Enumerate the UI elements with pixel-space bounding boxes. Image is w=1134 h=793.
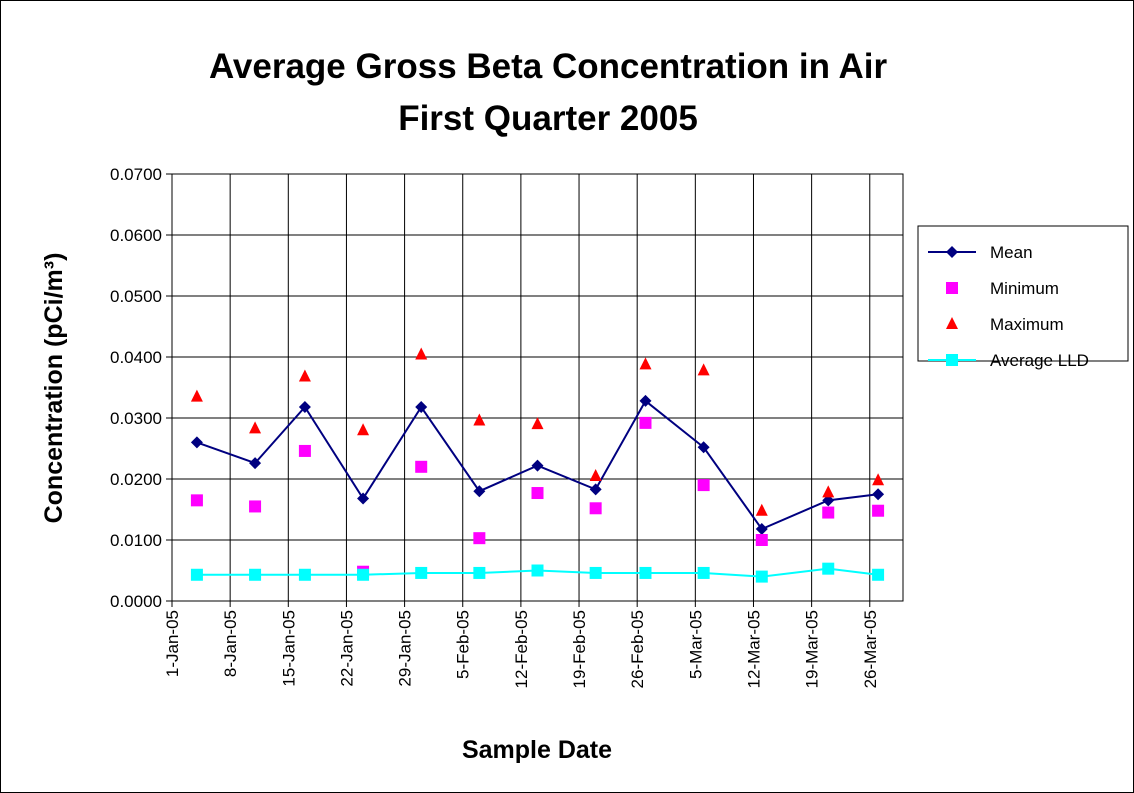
data-point bbox=[639, 394, 652, 407]
data-point bbox=[755, 523, 768, 536]
data-point bbox=[755, 503, 768, 516]
data-point bbox=[639, 416, 652, 429]
legend-marker bbox=[946, 282, 958, 294]
legend-marker bbox=[946, 246, 958, 258]
data-point bbox=[473, 532, 486, 545]
x-tick-label: 19-Mar-05 bbox=[803, 610, 822, 688]
data-point bbox=[298, 369, 311, 382]
data-point bbox=[531, 459, 544, 472]
x-tick-label: 1-Jan-05 bbox=[163, 610, 182, 677]
data-point bbox=[531, 417, 544, 430]
legend-label: Average LLD bbox=[990, 351, 1089, 370]
data-point bbox=[697, 363, 710, 376]
data-point bbox=[190, 568, 203, 581]
data-point bbox=[697, 441, 710, 454]
data-point bbox=[249, 568, 262, 581]
legend-label: Minimum bbox=[990, 279, 1059, 298]
x-tick-label: 22-Jan-05 bbox=[337, 610, 356, 687]
x-tick-label: 5-Mar-05 bbox=[686, 610, 705, 679]
x-tick-label: 15-Jan-05 bbox=[279, 610, 298, 687]
data-point bbox=[755, 534, 768, 546]
data-point bbox=[357, 423, 370, 436]
data-point bbox=[639, 357, 652, 370]
x-tick-label: 12-Mar-05 bbox=[744, 610, 763, 688]
y-tick-label: 0.0300 bbox=[110, 409, 162, 428]
x-tick-label: 12-Feb-05 bbox=[512, 610, 531, 688]
data-point bbox=[298, 444, 311, 457]
data-point bbox=[822, 506, 835, 519]
data-point bbox=[872, 568, 885, 581]
y-tick-label: 0.0100 bbox=[110, 531, 162, 550]
data-point bbox=[415, 460, 428, 473]
data-point bbox=[249, 421, 262, 434]
data-point bbox=[639, 566, 652, 579]
data-point bbox=[415, 401, 428, 414]
chart-subtitle: First Quarter 2005 bbox=[398, 99, 698, 138]
data-point bbox=[822, 562, 835, 575]
data-point bbox=[872, 504, 885, 517]
data-point bbox=[531, 564, 544, 577]
y-tick-label: 0.0700 bbox=[110, 165, 162, 184]
data-point bbox=[589, 566, 602, 579]
data-point bbox=[249, 500, 262, 513]
data-point bbox=[190, 389, 203, 402]
y-tick-label: 0.0400 bbox=[110, 348, 162, 367]
data-point bbox=[298, 401, 311, 414]
data-point bbox=[589, 468, 602, 481]
data-point bbox=[822, 485, 835, 498]
chart-title: Average Gross Beta Concentration in Air bbox=[209, 47, 888, 86]
data-point bbox=[589, 483, 602, 496]
data-point bbox=[415, 566, 428, 579]
y-tick-label: 0.0000 bbox=[110, 592, 162, 611]
data-point bbox=[473, 485, 486, 498]
data-point bbox=[697, 479, 710, 492]
data-point bbox=[190, 494, 203, 507]
data-point bbox=[872, 488, 885, 501]
data-point bbox=[415, 347, 428, 360]
x-tick-label: 8-Jan-05 bbox=[221, 610, 240, 677]
legend-label: Maximum bbox=[990, 315, 1064, 334]
y-tick-label: 0.0500 bbox=[110, 287, 162, 306]
data-point bbox=[697, 566, 710, 579]
x-tick-label: 29-Jan-05 bbox=[396, 610, 415, 687]
legend-marker bbox=[946, 317, 958, 329]
data-point bbox=[357, 568, 370, 581]
data-point bbox=[473, 413, 486, 426]
data-point bbox=[249, 457, 262, 470]
x-tick-label: 5-Feb-05 bbox=[454, 610, 473, 679]
y-tick-label: 0.0200 bbox=[110, 470, 162, 489]
plot-area bbox=[172, 174, 903, 601]
data-point bbox=[190, 436, 203, 449]
x-tick-label: 26-Feb-05 bbox=[628, 610, 647, 688]
data-point bbox=[357, 492, 370, 505]
plot-border bbox=[171, 173, 904, 602]
legend-label: Mean bbox=[990, 243, 1033, 262]
x-tick-label: 26-Mar-05 bbox=[861, 610, 880, 688]
y-axis-label: Concentration (pCi/m³) bbox=[40, 253, 68, 524]
y-tick-label: 0.0600 bbox=[110, 226, 162, 245]
data-point bbox=[872, 473, 885, 486]
data-point bbox=[531, 487, 544, 500]
data-point bbox=[298, 568, 311, 581]
data-point bbox=[473, 566, 486, 579]
x-tick-label: 19-Feb-05 bbox=[570, 610, 589, 688]
data-point bbox=[589, 502, 602, 515]
data-point bbox=[755, 570, 768, 583]
legend-marker bbox=[946, 354, 958, 366]
x-axis-label: Sample Date bbox=[462, 736, 612, 764]
